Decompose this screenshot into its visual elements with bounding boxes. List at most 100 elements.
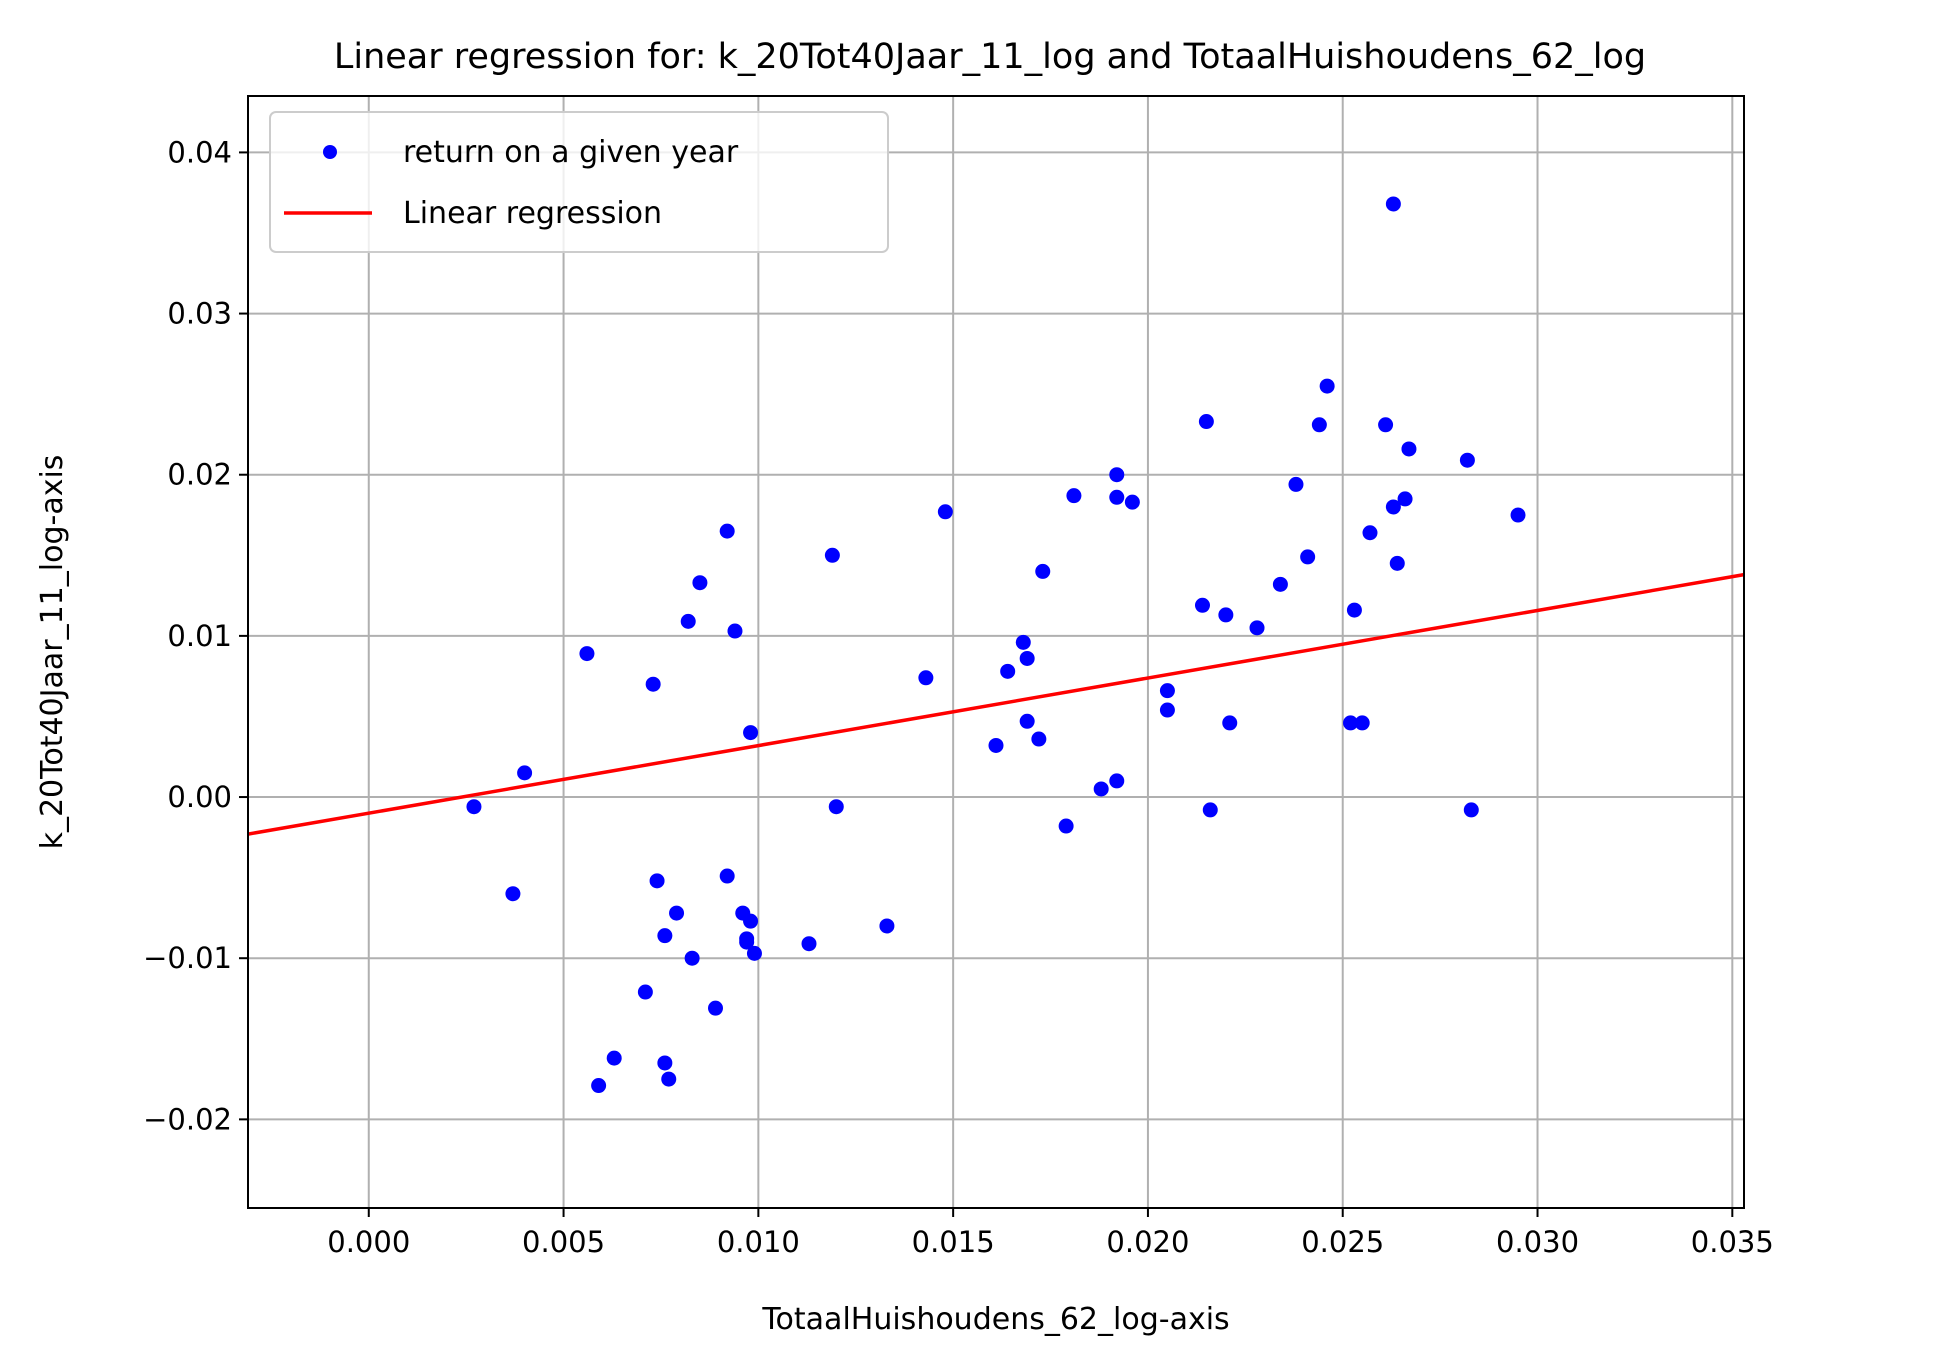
data-point (517, 765, 533, 781)
data-point (879, 918, 895, 934)
data-point (1093, 781, 1109, 797)
y-tick-label: 0.00 (167, 780, 232, 814)
data-point (1362, 525, 1378, 541)
data-point (1019, 650, 1035, 666)
legend-box (269, 111, 889, 253)
plot-background (248, 96, 1744, 1208)
data-point (645, 676, 661, 692)
x-tick-label: 0.030 (1496, 1225, 1579, 1259)
data-point (1389, 555, 1405, 571)
data-point (692, 575, 708, 591)
data-point (1354, 715, 1370, 731)
data-point (1343, 715, 1359, 731)
data-point (466, 799, 482, 815)
data-point (1397, 491, 1413, 507)
legend-label-line: Linear regression (403, 196, 662, 231)
x-tick-label: 0.025 (1301, 1225, 1384, 1259)
data-point (1109, 773, 1125, 789)
y-axis-ticks: −0.02 −0.01 0.00 0.01 0.02 0.03 0.04 (143, 135, 248, 1136)
x-axis-label: TotaalHuishoudens_62_log-axis (761, 1302, 1229, 1337)
data-point (591, 1078, 607, 1094)
data-point (505, 886, 521, 902)
y-tick-label: 0.01 (167, 619, 232, 653)
data-point (649, 873, 665, 889)
data-point (801, 936, 817, 952)
data-point (657, 1055, 673, 1071)
data-point (1109, 489, 1125, 505)
data-point (1194, 597, 1210, 613)
scatter-points (466, 196, 1526, 1094)
x-tick-label: 0.005 (522, 1225, 605, 1259)
regression-line (247, 572, 1745, 836)
data-point (1510, 507, 1526, 523)
grid (248, 96, 1744, 1208)
data-point (1159, 683, 1175, 699)
data-point (1058, 818, 1074, 834)
data-point (708, 1000, 723, 1016)
data-point (1035, 563, 1051, 579)
data-point (719, 523, 735, 539)
data-point (824, 547, 840, 563)
data-point (1202, 802, 1218, 818)
data-point (1066, 488, 1082, 504)
data-point (1124, 494, 1140, 510)
data-point (743, 913, 759, 929)
data-point (1249, 620, 1265, 636)
data-point (1385, 196, 1401, 212)
data-point (727, 623, 743, 639)
data-point (1311, 417, 1327, 433)
data-point (1300, 549, 1316, 565)
chart-title: Linear regression for: k_20Tot40Jaar_11_… (334, 37, 1646, 77)
y-tick-label: 0.04 (167, 135, 232, 169)
y-tick-label: −0.01 (143, 941, 232, 975)
data-point (669, 905, 685, 921)
data-point (606, 1050, 622, 1066)
data-point (657, 928, 673, 944)
y-tick-label: 0.03 (167, 297, 232, 331)
data-point (918, 670, 934, 686)
plot-frame (247, 95, 1745, 1209)
y-tick-label: −0.02 (143, 1102, 232, 1136)
data-point (1198, 414, 1214, 430)
data-point (1015, 634, 1031, 650)
data-point (1109, 467, 1125, 483)
data-point (1378, 417, 1394, 433)
y-tick-label: 0.02 (167, 458, 232, 492)
legend-marker-scatter (323, 145, 337, 159)
data-point (1463, 802, 1479, 818)
x-tick-label: 0.020 (1106, 1225, 1189, 1259)
x-tick-label: 0.010 (717, 1225, 800, 1259)
x-tick-label: 0.035 (1691, 1225, 1774, 1259)
data-point (719, 868, 735, 884)
legend-label-scatter: return on a given year (403, 135, 739, 170)
data-point (746, 945, 762, 961)
data-point (1019, 713, 1035, 729)
x-axis-ticks: 0.000 0.005 0.010 0.015 0.020 0.025 0.030 0.035 (327, 1208, 1774, 1259)
data-point (743, 725, 759, 741)
data-point (680, 613, 696, 629)
x-tick-label: 0.015 (912, 1225, 995, 1259)
data-point (579, 646, 595, 662)
data-point (1222, 715, 1238, 731)
data-point (1401, 441, 1417, 457)
data-point (1385, 499, 1401, 515)
regression-line-group (247, 572, 1745, 836)
x-tick-label: 0.000 (327, 1225, 410, 1259)
data-point (988, 737, 1004, 753)
plot-area (247, 95, 1745, 1209)
legend: return on a given year Linear regression (269, 111, 889, 253)
data-point (1000, 663, 1016, 679)
data-point (1319, 378, 1335, 394)
data-point (739, 931, 755, 947)
data-point (637, 984, 653, 1000)
y-axis-label: k_20Tot40Jaar_11_log-axis (35, 455, 70, 850)
data-point (1218, 607, 1234, 623)
data-point (828, 799, 844, 815)
data-point (684, 950, 700, 966)
data-point (661, 1071, 677, 1087)
data-point (937, 504, 953, 520)
data-point (1159, 702, 1175, 718)
data-point (1459, 452, 1475, 468)
data-point (1288, 476, 1304, 492)
